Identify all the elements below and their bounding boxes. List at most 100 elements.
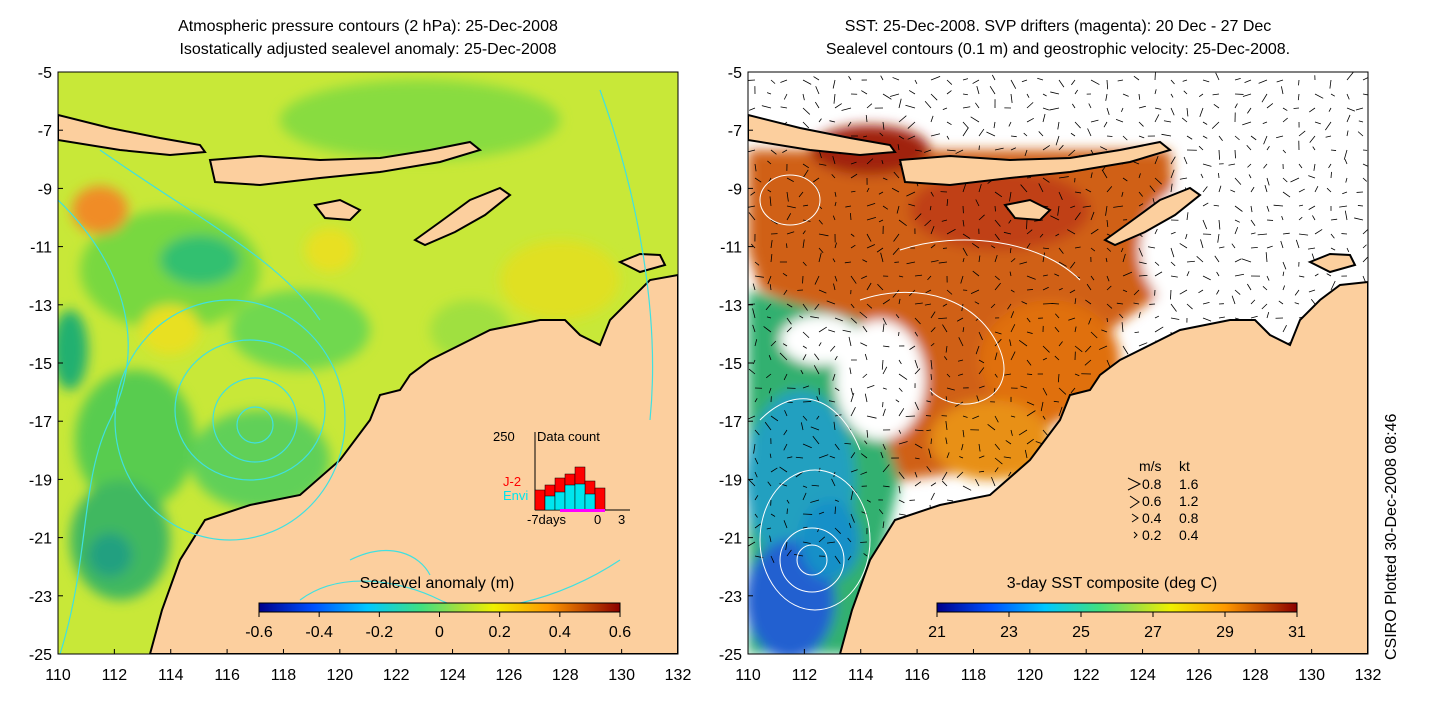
credit-text: CSIRO Plotted 30-Dec-2008 08:46 (1383, 413, 1400, 660)
inset-max-label: 250 (493, 429, 515, 444)
legend-row3-kt: 0.8 (1179, 510, 1199, 526)
land-timor-right (1103, 186, 1202, 247)
land-java-left (58, 113, 207, 157)
left-xtick-label: 120 (326, 667, 353, 684)
right-ytick-label: -13 (719, 298, 742, 315)
left-ytick-label: -5 (38, 65, 52, 82)
land-australia-right (838, 280, 1368, 654)
land-lesser-sunda-left (208, 140, 483, 187)
right-colorbar (936, 602, 1298, 613)
left-xtick-label: 110 (45, 667, 71, 684)
left-xtick-label: 116 (214, 667, 240, 684)
land-timor-left (413, 186, 512, 247)
right-xtick-label: 112 (792, 667, 818, 684)
inset-xtick-zero: 0 (594, 512, 601, 527)
legend-row2-kt: 1.2 (1179, 493, 1199, 509)
left-colorbar-ticks: -0.6 -0.4 -0.2 0 0.2 0.4 0.6 (245, 612, 631, 641)
legend-row3-ms: 0.4 (1142, 510, 1162, 526)
left-ytick-label: -13 (29, 298, 52, 315)
right-ytick-label: -7 (728, 123, 742, 140)
left-colorbar (258, 602, 621, 613)
land-sumba-left (313, 198, 362, 222)
right-ytick-label: -9 (728, 181, 742, 198)
land-java-right (748, 113, 897, 157)
left-xtick-label: 114 (158, 667, 184, 684)
left-cbtick-label: 0.2 (489, 624, 511, 641)
left-xtick-label: 126 (496, 667, 523, 684)
legend-header-ms: m/s (1139, 458, 1162, 474)
left-title-line1: Atmospheric pressure contours (2 hPa): 2… (178, 18, 558, 35)
right-ytick-label: -17 (719, 414, 742, 431)
right-cbtick-label: 31 (1288, 624, 1306, 641)
land-australia-left (148, 273, 678, 654)
legend-row4-ms: 0.2 (1142, 527, 1162, 543)
left-x-axis: 110 112 114 116 118 120 122 124 126 128 130 132 (45, 649, 691, 684)
right-xtick-label: 116 (904, 667, 930, 684)
right-xtick-label: 128 (1242, 667, 1269, 684)
left-xtick-label: 130 (608, 667, 635, 684)
right-cbtick-label: 23 (1000, 624, 1018, 641)
right-xtick-label: 110 (735, 667, 761, 684)
data-count-inset: 250 Data count J-2 Envi -7days 0 3 (493, 429, 630, 527)
left-xtick-label: 112 (102, 667, 128, 684)
right-xtick-label: 120 (1016, 667, 1043, 684)
legend-row1-kt: 1.6 (1179, 476, 1199, 492)
left-xtick-label: 122 (383, 667, 410, 684)
left-cbtick-label: -0.4 (305, 624, 333, 641)
right-cbtick-label: 29 (1216, 624, 1234, 641)
land-northeast-right (1307, 252, 1357, 274)
right-xtick-label: 132 (1355, 667, 1382, 684)
left-ytick-label: -21 (29, 531, 52, 548)
left-title-line2: Isostatically adjusted sealevel anomaly:… (179, 41, 557, 58)
legend-header-kt: kt (1179, 458, 1190, 474)
right-map (748, 72, 1368, 654)
left-cbtick-label: -0.2 (366, 624, 394, 641)
left-xtick-label: 128 (552, 667, 579, 684)
right-xtick-label: 122 (1073, 667, 1100, 684)
right-ytick-label: -21 (719, 531, 742, 548)
land-northeast-left (617, 252, 667, 274)
legend-row4-kt: 0.4 (1179, 527, 1199, 543)
right-cbtick-label: 25 (1072, 624, 1090, 641)
right-xtick-label: 124 (1129, 667, 1156, 684)
right-xtick-label: 118 (961, 667, 987, 684)
right-xtick-label: 114 (848, 667, 874, 684)
left-ytick-label: -25 (29, 647, 52, 664)
land-lesser-sunda-right (898, 140, 1173, 187)
right-ytick-label: -5 (728, 65, 742, 82)
right-title-line1: SST: 25-Dec-2008. SVP drifters (magenta)… (844, 18, 1272, 35)
right-cbtick-label: 27 (1144, 624, 1162, 641)
left-ytick-label: -7 (38, 123, 52, 140)
right-y-axis: -5 -7 -9 -11 -13 -15 -17 -19 -21 -23 -25 (719, 65, 753, 664)
right-xtick-label: 130 (1298, 667, 1325, 684)
right-ytick-label: -23 (719, 589, 742, 606)
left-ytick-label: -17 (29, 414, 52, 431)
left-ytick-label: -11 (30, 240, 52, 257)
left-colorbar-label: Sealevel anomaly (m) (360, 575, 515, 592)
right-ytick-label: -19 (719, 472, 742, 489)
left-cbtick-label: 0.4 (549, 624, 571, 641)
left-ytick-label: -9 (38, 181, 52, 198)
left-y-axis: -5 -7 -9 -11 -13 -15 -17 -19 -21 -23 -25 (29, 65, 63, 664)
left-xtick-label: 118 (271, 667, 297, 684)
right-colorbar-ticks: 21 23 25 27 29 31 (928, 612, 1306, 641)
velocity-legend: m/s kt 0.8 1.6 0.6 1.2 0.4 0.8 0.2 0.4 (1127, 458, 1199, 543)
left-ytick-label: -19 (29, 472, 52, 489)
inset-xtick-end: 3 (618, 512, 625, 527)
right-cbtick-label: 21 (928, 624, 946, 641)
right-ytick-label: -15 (719, 356, 742, 373)
land-sumba-right (1003, 198, 1052, 222)
legend-row2-ms: 0.6 (1142, 493, 1162, 509)
left-xtick-label: 124 (439, 667, 466, 684)
inset-xtick-start: -7days (527, 512, 567, 527)
left-cbtick-label: 0 (435, 624, 444, 641)
left-ytick-label: -23 (29, 589, 52, 606)
left-xtick-label: 132 (665, 667, 692, 684)
right-ytick-label: -11 (720, 240, 742, 257)
right-x-axis: 110 112 114 116 118 120 122 124 126 128 130 132 (735, 649, 1381, 684)
inset-series-envi: Envi (503, 488, 528, 503)
legend-row1-ms: 0.8 (1142, 476, 1162, 492)
left-ytick-label: -15 (29, 356, 52, 373)
left-cbtick-label: 0.6 (609, 624, 631, 641)
